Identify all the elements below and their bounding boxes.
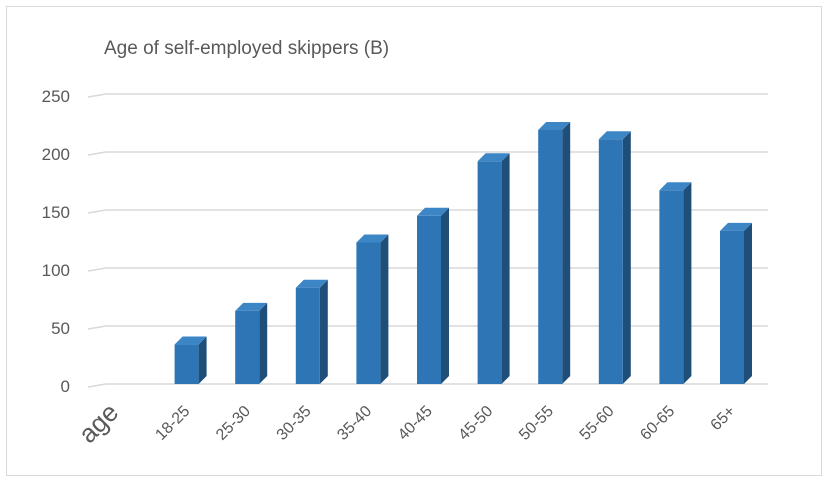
x-tick-label: 45-50 — [455, 403, 496, 444]
x-axis-ticks: 18-25 25-30 30-35 35-40 40-45 45-50 50-55 55-60… — [152, 403, 738, 444]
x-tick-label: 65+ — [708, 403, 739, 434]
bar-front — [174, 344, 199, 384]
bar-side — [319, 279, 328, 384]
bar — [720, 222, 752, 384]
bar — [356, 234, 389, 384]
bar-top — [295, 279, 328, 288]
bar — [417, 207, 449, 384]
bar-top — [235, 302, 268, 311]
bar-front — [356, 242, 381, 384]
bar — [295, 279, 328, 384]
y-axis-ticks: 0 50 100 150 200 250 — [42, 87, 70, 396]
bar-front — [417, 215, 441, 384]
y-tick-label: 150 — [42, 203, 70, 222]
y-tick-label: 100 — [42, 261, 70, 280]
y-tick-label: 50 — [51, 319, 70, 338]
x-axis-label: age — [72, 397, 124, 449]
bar-front — [295, 287, 320, 384]
x-tick-label: 35-40 — [334, 403, 375, 444]
bar-top — [417, 207, 449, 216]
bar — [659, 182, 692, 384]
bar-front — [598, 139, 623, 384]
bar — [174, 336, 207, 384]
x-tick-label: 60-65 — [637, 403, 678, 444]
bar-front — [659, 190, 684, 384]
bar-side — [562, 121, 571, 385]
bar-top — [720, 222, 752, 231]
bar-side — [198, 336, 207, 384]
bar — [538, 121, 571, 385]
bar-top — [659, 182, 692, 191]
x-tick-label: 40-45 — [395, 403, 436, 444]
x-tick-label: 55-60 — [577, 403, 618, 444]
bar-side — [622, 131, 631, 384]
gridline — [87, 151, 768, 156]
bar-front — [538, 129, 563, 384]
bar — [477, 153, 510, 384]
bar-front — [235, 310, 260, 384]
x-tick-label: 50-55 — [516, 403, 557, 444]
bars — [174, 121, 752, 385]
bar-top — [538, 121, 571, 130]
bar-front — [720, 230, 744, 384]
x-tick-label: 18-25 — [152, 403, 193, 444]
bar-side — [259, 302, 268, 384]
bar — [235, 302, 268, 384]
bar-top — [174, 336, 207, 345]
bar-side — [683, 182, 692, 384]
y-tick-label: 250 — [42, 87, 70, 106]
y-tick-label: 0 — [61, 377, 70, 396]
bar-top — [598, 131, 631, 140]
gridline — [87, 93, 768, 98]
bar-side — [501, 153, 510, 384]
bar-top — [356, 234, 389, 243]
bar-front — [477, 161, 502, 384]
x-tick-label: 30-35 — [274, 403, 315, 444]
gridline — [87, 383, 768, 388]
bar-top — [477, 153, 510, 162]
bar-side — [380, 234, 389, 384]
bar-side — [744, 222, 752, 384]
y-tick-label: 200 — [42, 145, 70, 164]
x-tick-label: 25-30 — [213, 403, 254, 444]
bar — [598, 131, 631, 384]
chart-title: Age of self-employed skippers (B) — [104, 38, 389, 59]
bar-side — [441, 207, 449, 384]
